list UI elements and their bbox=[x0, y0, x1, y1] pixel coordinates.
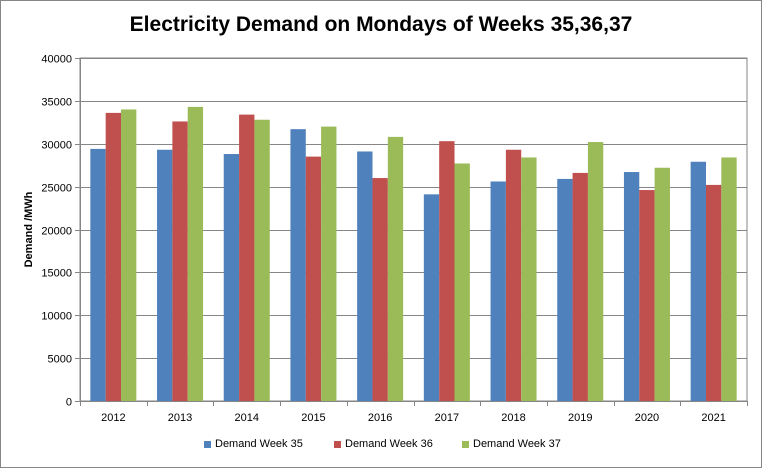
bar bbox=[587, 142, 604, 402]
bar bbox=[357, 151, 373, 401]
y-tick-label: 25000 bbox=[41, 183, 72, 195]
legend-swatch bbox=[334, 440, 341, 448]
x-tick-label: 2017 bbox=[435, 412, 459, 424]
x-tick-label: 2012 bbox=[101, 412, 125, 424]
legend-item: Demand Week 36 bbox=[334, 438, 433, 450]
bar bbox=[90, 148, 106, 401]
bar bbox=[172, 121, 188, 402]
y-tick-label: 15000 bbox=[41, 268, 72, 280]
legend-item: Demand Week 35 bbox=[204, 438, 303, 450]
legend-label: Demand Week 35 bbox=[215, 438, 303, 450]
x-tick-label: 2016 bbox=[368, 412, 392, 424]
y-tick-label: 40000 bbox=[41, 54, 72, 66]
y-tick-label: 30000 bbox=[41, 140, 72, 152]
legend-label: Demand Week 37 bbox=[473, 438, 561, 450]
y-tick-label: 0 bbox=[66, 397, 72, 409]
y-axis-label: Demand /MWh bbox=[23, 191, 35, 267]
x-tick-label: 2021 bbox=[701, 412, 725, 424]
bar bbox=[321, 126, 337, 401]
chart-title: Electricity Demand on Mondays of Weeks 3… bbox=[129, 13, 633, 36]
bar bbox=[187, 106, 204, 401]
bar bbox=[705, 184, 722, 401]
x-tick-label: 2019 bbox=[568, 412, 592, 424]
bar bbox=[423, 194, 440, 401]
bar bbox=[505, 149, 522, 401]
bar bbox=[372, 178, 388, 401]
y-tick-label: 35000 bbox=[41, 97, 72, 109]
x-tick-label: 2018 bbox=[501, 412, 525, 424]
bar bbox=[387, 136, 404, 401]
x-tick-label: 2013 bbox=[168, 412, 192, 424]
x-tick-label: 2020 bbox=[635, 412, 659, 424]
legend-swatch bbox=[204, 440, 211, 448]
bar bbox=[721, 157, 737, 401]
legend-item: Demand Week 37 bbox=[462, 438, 561, 450]
y-tick-label: 10000 bbox=[41, 311, 72, 323]
bar bbox=[639, 190, 655, 401]
bar bbox=[121, 109, 137, 401]
x-tick-label: 2014 bbox=[235, 412, 259, 424]
bar bbox=[654, 167, 670, 401]
bar bbox=[223, 154, 240, 401]
bar bbox=[690, 161, 706, 401]
y-tick-label: 5000 bbox=[48, 354, 72, 366]
bar bbox=[623, 172, 640, 401]
bar bbox=[239, 114, 255, 401]
bar bbox=[557, 178, 573, 401]
bar bbox=[254, 119, 270, 402]
bar bbox=[305, 156, 322, 401]
bar bbox=[439, 141, 455, 401]
bar bbox=[105, 112, 122, 401]
bar bbox=[490, 181, 506, 401]
chart-legend: Demand Week 35 Demand Week 36 Demand Week … bbox=[1, 438, 761, 454]
bar bbox=[572, 172, 588, 401]
legend-label: Demand Week 36 bbox=[345, 438, 433, 450]
y-tick-label: 20000 bbox=[41, 226, 72, 238]
legend-swatch bbox=[462, 440, 469, 448]
bar bbox=[521, 157, 537, 401]
bar bbox=[290, 129, 306, 402]
bar bbox=[454, 163, 470, 401]
bar bbox=[157, 149, 173, 401]
x-tick-label: 2015 bbox=[301, 412, 325, 424]
